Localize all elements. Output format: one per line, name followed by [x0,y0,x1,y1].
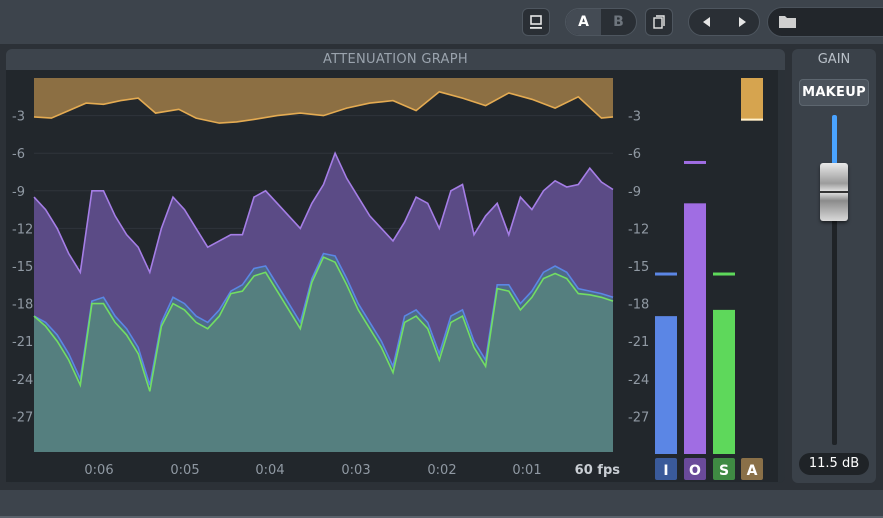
gain-slider-handle-mark [820,191,848,193]
y-tick-label-left: -18 [12,298,33,313]
preset-b-button[interactable]: B [613,14,624,30]
meter-bar-attenuation [741,78,763,121]
series-line-i [33,252,614,386]
meter-label-output: O [689,463,701,479]
y-tick-label-left: -12 [12,222,33,237]
y-tick-label-left: -21 [12,335,33,350]
y-tick-label-right: -6 [628,147,641,162]
status-bar-border [0,516,883,518]
meter-label-sidechain: S [719,463,729,479]
gain-value-display[interactable]: 11.5 dB [799,453,869,475]
previous-preset-button[interactable] [689,9,724,35]
meter-label-attenuation: A [747,463,758,479]
meter-bar-input [655,316,677,454]
y-tick-label-right: -12 [628,222,649,237]
triangle-right-icon [738,17,746,27]
y-tick-label-right: -3 [628,110,641,125]
x-tick-label: 0:06 [84,463,113,478]
y-tick-label-right: -24 [628,373,649,388]
y-tick-label-left: -3 [12,110,25,125]
series-area-sidechain [34,257,613,452]
y-tick-label-left: -27 [12,410,33,425]
x-tick-label: 0:01 [512,463,541,478]
x-tick-label: 0:02 [427,463,456,478]
ab-switch: A B [565,8,637,36]
gain-slider-fill [832,115,837,165]
series-area-attenuation [34,78,613,124]
y-tick-label-left: -24 [12,373,33,388]
preset-browser-field[interactable] [767,7,883,37]
top-toolbar: A B [0,0,883,44]
y-tick-label-right: -18 [628,298,649,313]
copy-icon [653,15,665,29]
series-line-o [33,151,614,275]
folder-icon [779,16,796,28]
status-bar [0,490,883,518]
fps-label: 60 fps [575,463,621,478]
series-line-s [33,256,614,392]
meter-peak-input [655,272,677,276]
meter-bar-output [684,203,706,454]
x-tick-label: 0:05 [170,463,199,478]
attenuation-graph-title: ATTENUATION GRAPH [6,49,785,70]
meter-label-box-input[interactable] [655,458,677,480]
x-tick-label: 0:04 [255,463,284,478]
preset-a-button[interactable]: A [566,9,601,35]
y-tick-label-right: -21 [628,335,649,350]
next-preset-button[interactable] [724,9,759,35]
meter-label-box-sidechain[interactable] [713,458,735,480]
makeup-button[interactable]: MAKEUP [799,79,869,106]
meter-peak-sidechain [713,272,735,276]
y-tick-label-left: -9 [12,185,25,200]
meter-bar-sidechain [713,309,735,454]
y-tick-label-right: -27 [628,410,649,425]
copy-button[interactable] [645,8,673,36]
preset-nav [688,8,760,36]
meter-label-box-output[interactable] [684,458,706,480]
meter-label-box-attenuation[interactable] [741,458,763,480]
meter-peak-output [684,160,706,164]
meter-label-input: I [663,463,668,479]
gain-title: GAIN [817,52,851,67]
series-line-a [33,90,614,124]
y-tick-label-left: -6 [12,147,25,162]
gain-slider-track[interactable] [832,115,837,445]
meter-peak-attenuation [741,118,763,121]
y-tick-label-right: -15 [628,260,649,275]
y-tick-label-right: -9 [628,185,641,200]
y-tick-label-left: -15 [12,260,33,275]
gain-panel: GAIN MAKEUP 11.5 dB [792,49,876,483]
x-tick-label: 0:03 [341,463,370,478]
triangle-left-icon [702,17,710,27]
display-toggle-button[interactable] [522,8,550,36]
monitor-icon [530,15,542,29]
